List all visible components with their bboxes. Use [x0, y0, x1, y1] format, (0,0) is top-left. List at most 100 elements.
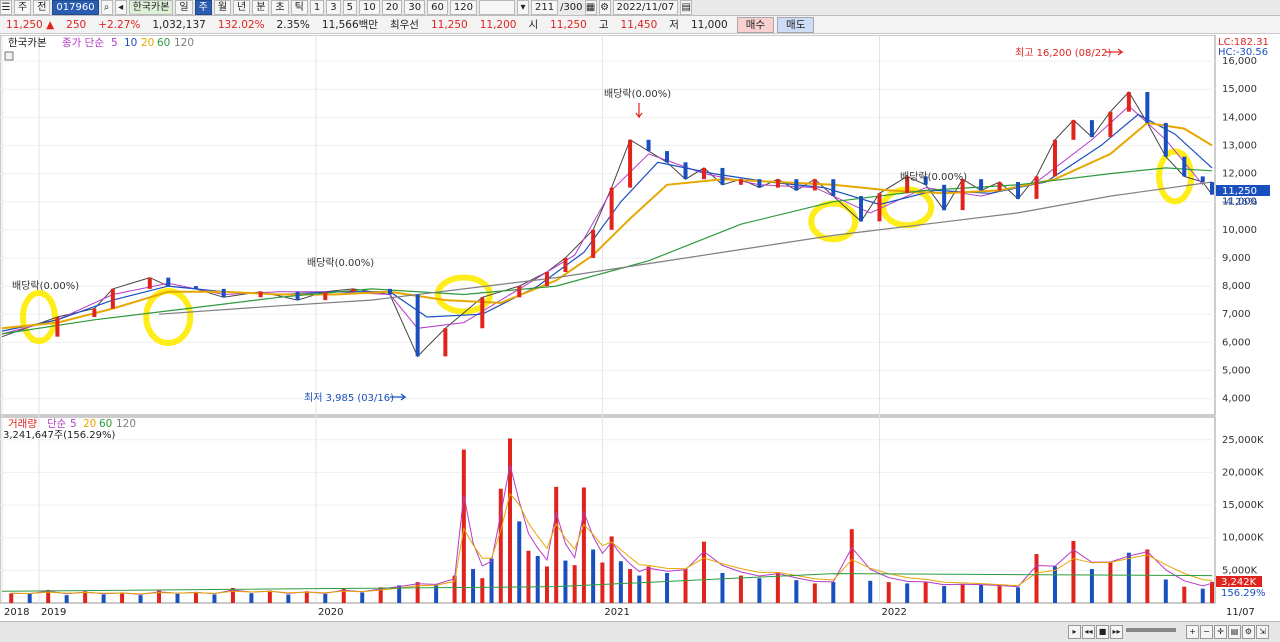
- volume-tag-value: 3,242K: [1221, 577, 1257, 588]
- expand-icon[interactable]: ⇲: [1256, 625, 1269, 639]
- candle: [794, 179, 799, 191]
- panel-toggle-icon[interactable]: [4, 51, 14, 61]
- volume-tick-label: 15,000K: [1222, 500, 1264, 511]
- date-tag: 11/07: [1226, 607, 1255, 618]
- minute-20[interactable]: 20: [381, 0, 403, 15]
- volume-bar: [212, 594, 217, 603]
- period-day[interactable]: 일: [175, 0, 193, 15]
- search-icon[interactable]: ⌕: [100, 0, 113, 15]
- best-quote-label: 최우선: [389, 19, 419, 31]
- trade-amount: 11,566백만: [321, 19, 378, 31]
- low-price: 11,000: [690, 18, 728, 31]
- period-month[interactable]: 월: [213, 0, 232, 15]
- scroll-start-icon[interactable]: ▸: [1068, 625, 1081, 639]
- period-minute[interactable]: 분: [252, 0, 270, 15]
- volume-legend-name: 거래량: [8, 418, 37, 430]
- price-tick-label: 15,000: [1222, 84, 1257, 95]
- period-second[interactable]: 초: [271, 0, 289, 15]
- candle: [221, 288, 226, 298]
- volume-bar: [230, 587, 235, 603]
- candle: [258, 291, 263, 298]
- volume-legend-ma20: 20: [83, 418, 96, 430]
- volume-bar: [175, 593, 180, 603]
- stop-icon[interactable]: ■: [1096, 625, 1109, 639]
- chevron-down-icon[interactable]: ▾: [516, 0, 529, 15]
- legend-ma5: 5: [111, 37, 118, 49]
- candle: [775, 179, 780, 188]
- candle: [859, 196, 864, 222]
- year-tick-label: 2018: [4, 607, 29, 618]
- buy-button[interactable]: 매수: [736, 16, 775, 33]
- volume-bar: [27, 593, 32, 603]
- candle: [544, 272, 549, 287]
- price-lines: [1, 48, 1214, 401]
- candle: [905, 176, 910, 194]
- menu-icon[interactable]: ☰: [0, 0, 12, 15]
- period-year[interactable]: 년: [233, 0, 251, 15]
- year-tick-label: 2022: [881, 607, 906, 618]
- price-tick-label: 16,000: [1222, 56, 1257, 67]
- volume-bar: [508, 438, 513, 603]
- legend-ma10: 10: [124, 37, 137, 49]
- speaker-icon[interactable]: ◂: [114, 0, 127, 15]
- low-label: 저: [669, 19, 679, 31]
- scroll-back-icon[interactable]: ◂◂: [1082, 625, 1095, 639]
- price-tick-label: 12,000: [1222, 169, 1257, 180]
- period-week[interactable]: 주: [194, 0, 212, 15]
- minute-5[interactable]: 5: [342, 0, 357, 15]
- quote-bar: 11,250 ▲ 250 +2.27% 1,032,137 132.02% 2.…: [0, 16, 1280, 34]
- volume-bar: [120, 592, 125, 603]
- settings-icon[interactable]: ⚙: [1242, 625, 1255, 639]
- custom-period-input[interactable]: [478, 0, 515, 15]
- minute-10[interactable]: 10: [358, 0, 380, 15]
- volume-bar: [628, 569, 633, 603]
- layout-icon[interactable]: ▤: [1228, 625, 1241, 639]
- volume-bar: [794, 580, 799, 603]
- zoom-slider[interactable]: [1126, 628, 1176, 632]
- zoom-out-icon[interactable]: −: [1200, 625, 1213, 639]
- volume-bar: [923, 582, 928, 603]
- gear-icon[interactable]: ⚙: [598, 0, 611, 15]
- minute-60[interactable]: 60: [427, 0, 448, 15]
- sell-button[interactable]: 매도: [777, 16, 815, 33]
- minute-1[interactable]: 1: [309, 0, 325, 15]
- candle: [415, 294, 420, 357]
- calendar-icon[interactable]: ▤: [680, 0, 693, 15]
- volume: 1,032,137: [152, 18, 206, 31]
- crosshair-icon[interactable]: ✛: [1214, 625, 1227, 639]
- candle: [1108, 111, 1113, 137]
- minute-30[interactable]: 30: [404, 0, 426, 15]
- open-label: 시: [528, 19, 539, 31]
- volume-value: 3,241,647주(156.29%): [3, 430, 115, 441]
- candle: [877, 193, 882, 222]
- series-line-ma120: [158, 181, 1213, 315]
- candle: [701, 167, 706, 180]
- date-input[interactable]: 2022/11/07: [612, 0, 679, 15]
- zoom-in-icon[interactable]: +: [1186, 625, 1199, 639]
- grid-icon[interactable]: ▦: [584, 0, 597, 15]
- stock-name-field[interactable]: 한국카본: [128, 0, 174, 15]
- price-tick-label: 5,000: [1222, 365, 1251, 376]
- minute-120[interactable]: 120: [449, 0, 477, 15]
- ticks: 16,000 15,000 14,000 13,000 12,000 11,000 10,0…: [4, 56, 1264, 618]
- candle: [110, 288, 115, 309]
- volume-bar: [591, 549, 596, 603]
- chart-type-select[interactable]: 주: [14, 0, 32, 15]
- price-change: 250: [66, 18, 87, 31]
- candle: [323, 291, 328, 301]
- volume-bar: [46, 589, 51, 603]
- candle: [831, 179, 836, 197]
- market-select[interactable]: 전: [33, 0, 51, 15]
- scrollbar[interactable]: ▸ ◂◂ ■ ▸▸ + − ✛ ▤ ⚙ ⇲: [0, 621, 1280, 642]
- volume-bar: [738, 575, 743, 603]
- stock-code-input[interactable]: 017960: [52, 0, 99, 15]
- price-tick-label: 4,000: [1222, 394, 1251, 405]
- minute-3[interactable]: 3: [326, 0, 341, 15]
- volume-bar: [544, 566, 549, 603]
- volume-bar: [434, 584, 439, 603]
- volume-tick-label: 10,000K: [1222, 533, 1264, 544]
- period-tick[interactable]: 틱: [290, 0, 308, 15]
- scroll-forward-icon[interactable]: ▸▸: [1110, 625, 1123, 639]
- count-input[interactable]: 211: [530, 0, 559, 15]
- volume-bar: [9, 593, 14, 603]
